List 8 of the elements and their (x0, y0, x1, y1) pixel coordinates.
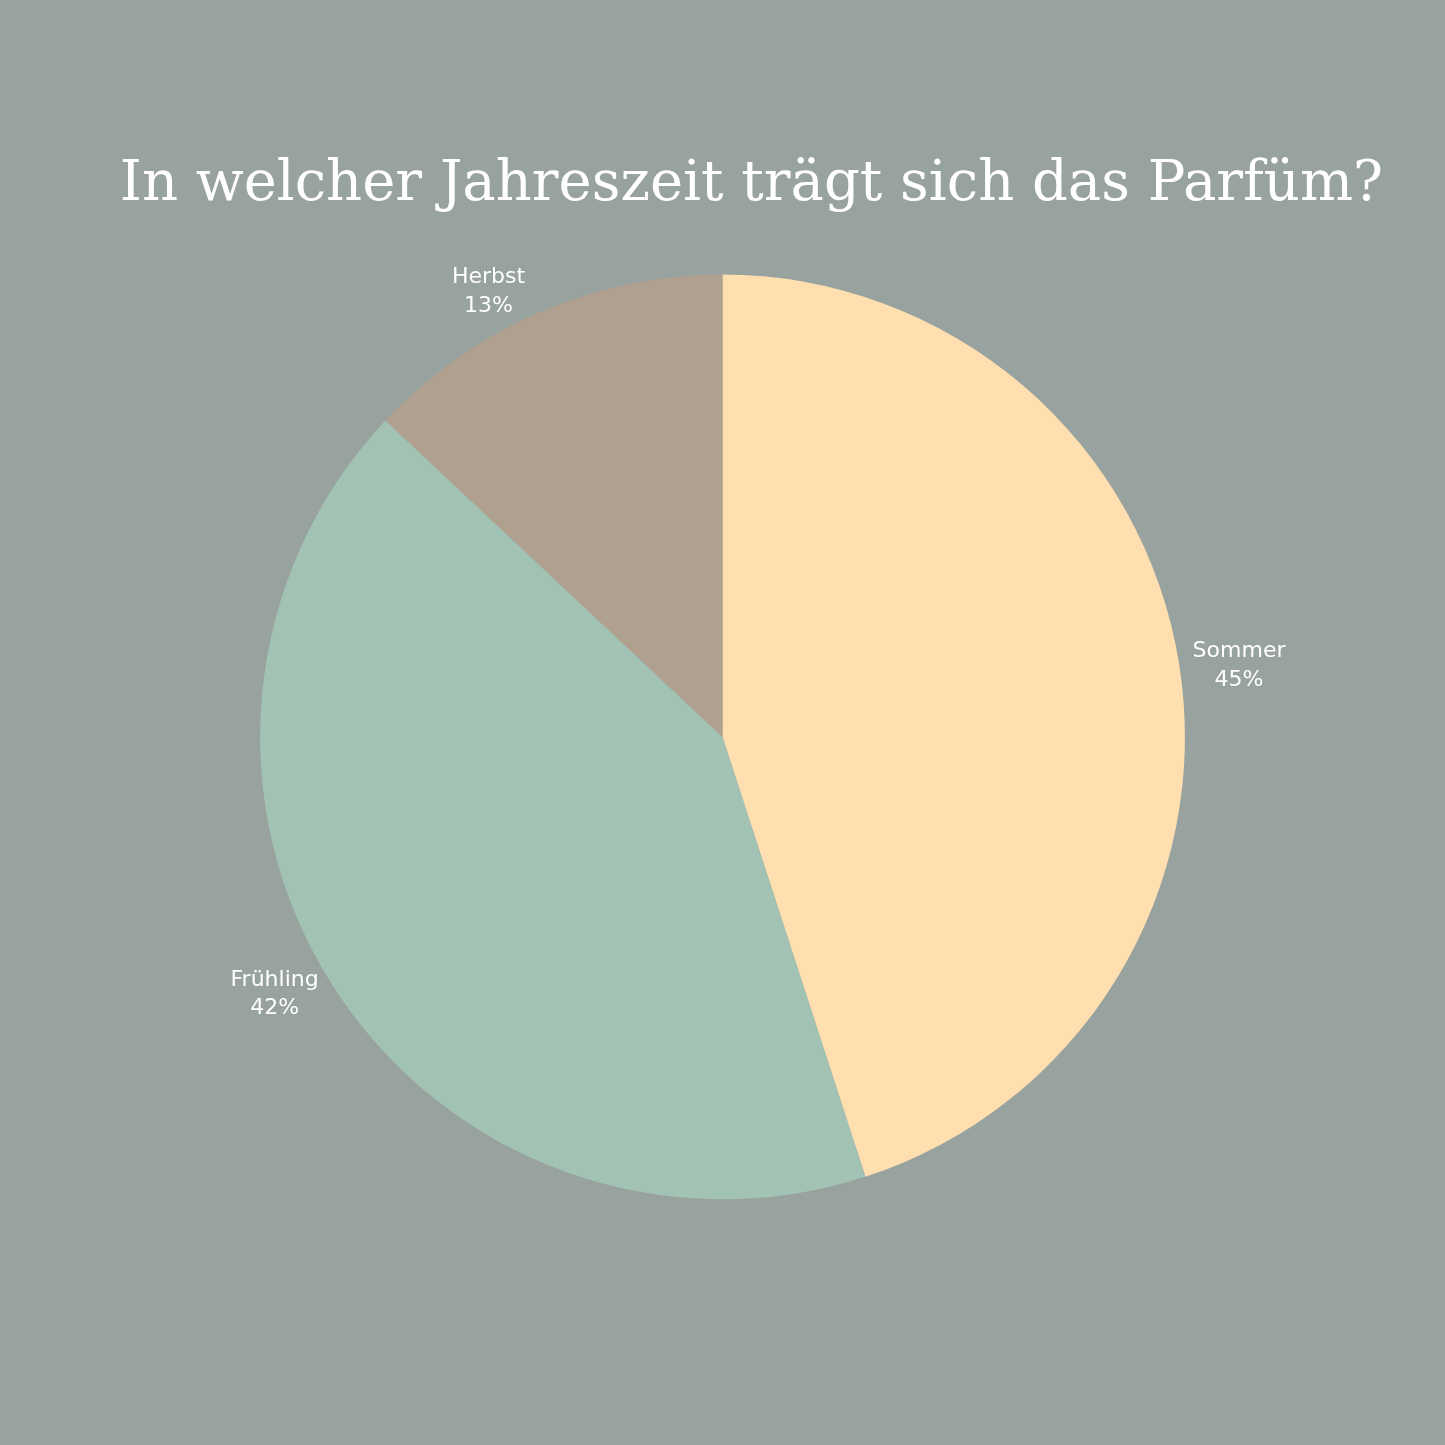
data-label: 45% (1214, 665, 1264, 691)
slice-label: Sommer (1192, 637, 1287, 663)
pie-slice (722, 274, 1185, 1177)
slice-label: Herbst (451, 263, 526, 289)
chart-title: In welcher Jahreszeit trägt sich das Parfüm? (119, 148, 1384, 214)
slice-label: Frühling (230, 965, 319, 991)
data-label: 13% (464, 291, 513, 317)
data-label: 42% (250, 994, 300, 1020)
